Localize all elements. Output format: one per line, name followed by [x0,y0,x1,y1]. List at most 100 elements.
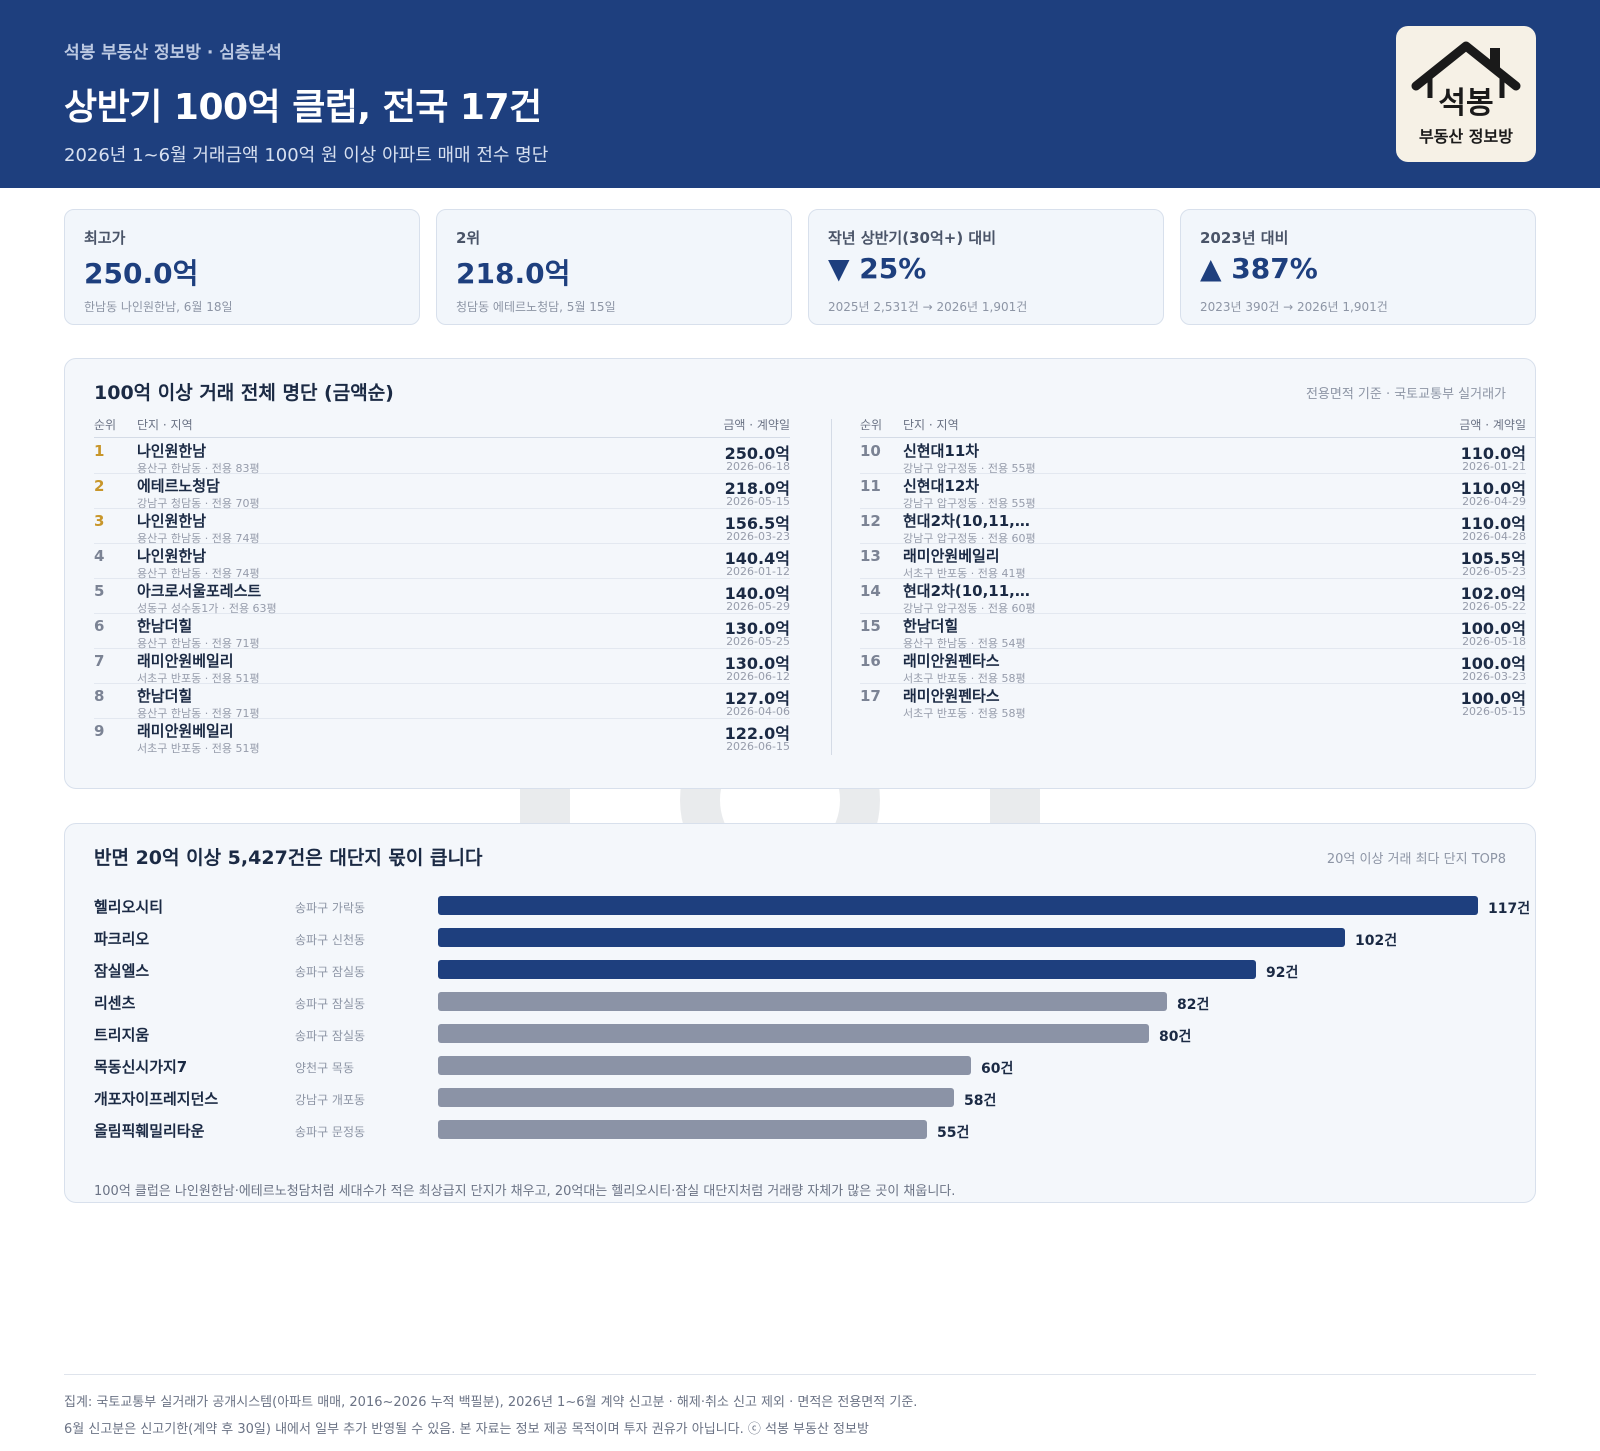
bar-value-label: 58건 [964,1093,997,1109]
rank-number: 3 [94,512,105,530]
bar-row: 올림픽훼밀리타운 송파구 문정동 55건 [94,1114,1514,1146]
deal-price: 250.0억 [724,444,790,463]
rank-number: 8 [94,687,105,705]
bar-area-label: 양천구 목동 [295,1061,355,1075]
rank-number: 15 [860,617,881,635]
rank-number: 4 [94,547,105,565]
kpi-value: 250.0억 [84,257,199,290]
kpi-label: 최고가 [84,229,126,247]
kpi-row: 최고가 250.0억 한남동 나인원한남, 6월 18일 2위 218.0억 청… [64,209,1536,325]
complex-location: 강남구 압구정동 · 전용 60평 [903,602,1036,615]
bar-value-label: 102건 [1355,933,1398,949]
bar-category-label: 파크리오 [94,930,150,948]
ranking-row: 17 래미안원펜타스 서초구 반포동 · 전용 58평 100.0억 2026-05-1… [860,684,1526,720]
complex-location: 강남구 압구정동 · 전용 55평 [903,462,1036,475]
bar-category-label: 리센츠 [94,994,136,1012]
bar-category-label: 헬리오시티 [94,898,164,916]
brand-logo: 석봉 부동산 정보방 [1396,26,1536,162]
column-divider [831,419,832,755]
complex-name: 한남더힐 [903,617,959,635]
complex-location: 서초구 반포동 · 전용 58평 [903,672,1026,685]
deal-date: 2026-01-12 [726,565,790,578]
bar-area-label: 송파구 가락동 [295,901,366,915]
bar-track: 55건 [438,1120,1478,1141]
kpi-value: ▲ 387% [1200,252,1318,285]
bar-mark [438,1024,1149,1043]
deal-price: 130.0억 [724,654,790,673]
ranking-header-left: 순위 단지 · 지역 금액 · 계약일 [94,414,790,438]
rank-number: 9 [94,722,105,740]
bar-track: 117건 [438,896,1530,917]
bar-category-label: 개포자이프레지던스 [94,1090,219,1108]
complex-name: 래미안원베일리 [137,652,234,670]
bar-mark [438,896,1478,915]
complex-location: 강남구 압구정동 · 전용 60평 [903,532,1036,545]
kpi-card-vs-2023: 2023년 대비 ▲ 387% 2023년 390건 → 2026년 1,901… [1180,209,1536,325]
deal-price: 100.0억 [1460,619,1526,638]
ranking-row: 3 나인원한남 용산구 한남동 · 전용 74평 156.5억 2026-03-23 [94,509,790,545]
bar-area-label: 강남구 개포동 [295,1093,366,1107]
deal-price: 100.0억 [1460,689,1526,708]
bar-row: 트리지움 송파구 잠실동 80건 [94,1018,1514,1050]
ranking-title: 100억 이상 거래 전체 명단 (금액순) [94,382,394,404]
bar-row: 잠실엘스 송파구 잠실동 92건 [94,954,1514,986]
rank-number: 12 [860,512,881,530]
complex-location: 용산구 한남동 · 전용 71평 [137,637,260,650]
kpi-note: 2023년 390건 → 2026년 1,901건 [1200,300,1388,314]
bar-category-label: 올림픽훼밀리타운 [94,1122,205,1140]
chart-note: 100억 클럽은 나인원한남·에테르노청담처럼 세대수가 적은 최상급지 단지가… [94,1184,956,1199]
header-complex: 단지 · 지역 [903,418,959,432]
bar-area-label: 송파구 잠실동 [295,965,366,979]
complex-location: 강남구 청담동 · 전용 70평 [137,497,260,510]
ranking-row: 5 아크로서울포레스트 성동구 성수동1가 · 전용 63평 140.0억 2026-0… [94,579,790,615]
header-rank: 순위 [860,418,883,432]
ranking-row: 15 한남더힐 용산구 한남동 · 전용 54평 100.0억 2026-05-18 [860,614,1526,650]
header-price: 금액 · 계약일 [723,418,790,432]
complex-name: 한남더힐 [137,687,193,705]
ranking-row: 10 신현대11차 강남구 압구정동 · 전용 55평 110.0억 2026-01-2… [860,439,1526,475]
deal-date: 2026-04-29 [1462,495,1526,508]
footer-disclaimer: 6월 신고분은 신고기한(계약 후 30일) 내에서 일부 추가 반영될 수 있… [64,1422,869,1437]
bar-category-label: 목동신시가지7 [94,1058,188,1076]
complex-name: 나인원한남 [137,512,207,530]
deal-price: 110.0억 [1460,514,1526,533]
deal-date: 2026-05-15 [726,495,790,508]
deal-date: 2026-05-15 [1462,705,1526,718]
bar-row: 개포자이프레지던스 강남구 개포동 58건 [94,1082,1514,1114]
rank-number: 14 [860,582,881,600]
kpi-card-top-price: 최고가 250.0억 한남동 나인원한남, 6월 18일 [64,209,420,325]
bar-mark [438,992,1167,1011]
deal-date: 2026-05-25 [726,635,790,648]
bar-value-label: 80건 [1159,1029,1192,1045]
bar-track: 60건 [438,1056,1478,1077]
deal-price: 110.0억 [1460,479,1526,498]
complex-location: 용산구 한남동 · 전용 83평 [137,462,260,475]
bar-track: 82건 [438,992,1478,1013]
complex-location: 용산구 한남동 · 전용 74평 [137,567,260,580]
complex-location: 성동구 성수동1가 · 전용 63평 [137,602,277,615]
deal-price: 130.0억 [724,619,790,638]
complex-name: 나인원한남 [137,442,207,460]
footer-divider [64,1374,1536,1375]
ranking-row: 9 래미안원베일리 서초구 반포동 · 전용 51평 122.0억 2026-06-15 [94,719,790,755]
bar-mark [438,1088,954,1107]
complex-name: 현대2차(10,11,… [903,582,1030,600]
page-title: 상반기 100억 클럽, 전국 17건 [64,87,542,128]
ranking-row: 2 에테르노청담 강남구 청담동 · 전용 70평 218.0억 2026-05-15 [94,474,790,510]
kpi-note: 청담동 에테르노청담, 5월 15일 [456,300,616,314]
complex-name: 한남더힐 [137,617,193,635]
complex-name: 래미안원펜타스 [903,652,1000,670]
kpi-card-yoy: 작년 상반기(30억+) 대비 ▼ 25% 2025년 2,531건 → 202… [808,209,1164,325]
complex-name: 래미안원베일리 [903,547,1000,565]
rank-number: 1 [94,442,105,460]
footer-source: 집계: 국토교통부 실거래가 공개시스템(아파트 매매, 2016~2026 누… [64,1395,918,1410]
bar-area-label: 송파구 문정동 [295,1125,366,1139]
rank-number: 17 [860,687,881,705]
kpi-label: 작년 상반기(30억+) 대비 [828,229,996,247]
deal-price: 105.5억 [1460,549,1526,568]
bar-value-label: 92건 [1266,965,1299,981]
rank-number: 10 [860,442,881,460]
header-rank: 순위 [94,418,117,432]
ranking-row: 4 나인원한남 용산구 한남동 · 전용 74평 140.4억 2026-01-12 [94,544,790,580]
chart-panel: 반면 20억 이상 5,427건은 대단지 몫이 큽니다 20억 이상 거래 최… [64,823,1536,1203]
